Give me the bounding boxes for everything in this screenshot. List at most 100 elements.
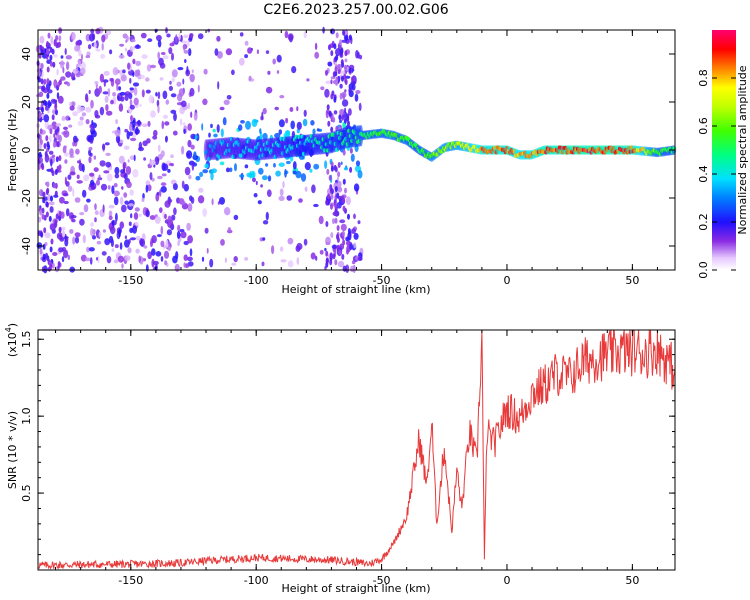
noise-blob	[167, 168, 171, 173]
noise-blob	[304, 162, 311, 171]
noise-blob	[115, 134, 121, 144]
noise-blob	[81, 112, 87, 117]
noise-blob	[358, 102, 362, 111]
noise-blob	[337, 260, 345, 268]
noise-blob	[286, 160, 291, 165]
noise-blob	[176, 230, 181, 239]
noise-blob	[344, 107, 347, 114]
noise-blob	[194, 134, 197, 141]
noise-blob	[69, 229, 74, 234]
noise-blob	[78, 49, 82, 57]
noise-blob	[151, 177, 155, 182]
noise-blob	[167, 215, 172, 225]
noise-blob	[182, 122, 186, 126]
noise-blob	[146, 64, 152, 72]
noise-blob	[55, 109, 58, 116]
noise-blob	[77, 120, 84, 126]
noise-blob	[166, 229, 172, 236]
x-tick-label: -50	[373, 574, 391, 587]
noise-blob	[75, 148, 80, 155]
noise-blob	[206, 247, 209, 254]
noise-blob	[314, 42, 318, 51]
noise-blob	[98, 85, 102, 94]
noise-blob	[217, 81, 220, 90]
noise-blob	[55, 123, 62, 127]
y-tick-label: -40	[20, 237, 33, 255]
noise-blob	[58, 155, 62, 162]
noise-blob	[201, 256, 205, 262]
noise-blob	[252, 177, 256, 183]
noise-blob	[159, 189, 162, 197]
noise-blob	[306, 78, 310, 82]
snr-scale-label: (x104)	[4, 323, 19, 357]
noise-blob	[69, 171, 76, 176]
noise-blob	[149, 64, 156, 69]
noise-blob	[41, 85, 45, 92]
noise-blob	[145, 184, 149, 193]
noise-blob	[122, 33, 128, 39]
noise-blob	[50, 158, 53, 167]
noise-blob	[62, 230, 65, 238]
noise-blob	[222, 117, 227, 126]
noise-blob	[171, 69, 178, 78]
noise-blob	[300, 173, 307, 182]
noise-blob	[79, 212, 85, 216]
noise-blob	[333, 96, 337, 103]
noise-blob	[344, 89, 347, 93]
noise-blob	[50, 98, 56, 104]
noise-blob	[313, 203, 319, 208]
noise-blob	[49, 263, 53, 270]
noise-blob	[233, 256, 238, 263]
noise-blob	[339, 119, 342, 124]
noise-blob	[140, 32, 147, 39]
noise-blob	[37, 216, 42, 223]
noise-blob	[188, 48, 192, 57]
noise-blob	[229, 167, 233, 173]
noise-blob	[123, 173, 128, 180]
noise-blob	[46, 181, 50, 188]
noise-blob	[202, 98, 208, 106]
noise-blob	[334, 186, 338, 192]
noise-blob	[127, 247, 132, 254]
noise-blob	[181, 40, 188, 44]
noise-blob	[142, 140, 148, 147]
noise-blob	[81, 53, 83, 61]
noise-blob	[50, 238, 54, 245]
noise-blob	[119, 242, 123, 250]
noise-blob	[105, 30, 112, 36]
noise-blob	[155, 251, 162, 257]
noise-blob	[223, 99, 230, 106]
noise-blob	[330, 126, 334, 133]
noise-blob	[347, 228, 351, 234]
noise-blob	[94, 114, 101, 119]
noise-blob	[48, 215, 52, 222]
noise-blob	[168, 47, 173, 55]
noise-blob	[287, 237, 294, 245]
noise-blob	[72, 188, 75, 197]
noise-blob	[106, 255, 112, 264]
noise-blob	[331, 90, 335, 97]
noise-blob	[328, 44, 331, 51]
noise-blob	[41, 164, 45, 171]
noise-blob	[43, 78, 47, 85]
noise-blob	[278, 119, 285, 128]
noise-blob	[345, 240, 352, 246]
noise-blob	[130, 137, 137, 142]
noise-blob	[62, 193, 69, 197]
noise-blob	[41, 106, 44, 113]
noise-blob	[343, 117, 347, 124]
noise-blob	[99, 106, 105, 116]
noise-blob	[213, 133, 218, 138]
noise-blob	[334, 202, 337, 209]
noise-blob	[265, 86, 273, 94]
noise-blob	[279, 188, 284, 197]
noise-blob	[151, 235, 157, 244]
noise-blob	[145, 209, 150, 218]
noise-blob	[61, 116, 66, 121]
noise-blob	[114, 129, 121, 137]
noise-blob	[133, 87, 138, 96]
noise-blob	[160, 182, 167, 186]
noise-blob	[72, 32, 76, 41]
noise-blob	[348, 108, 352, 116]
